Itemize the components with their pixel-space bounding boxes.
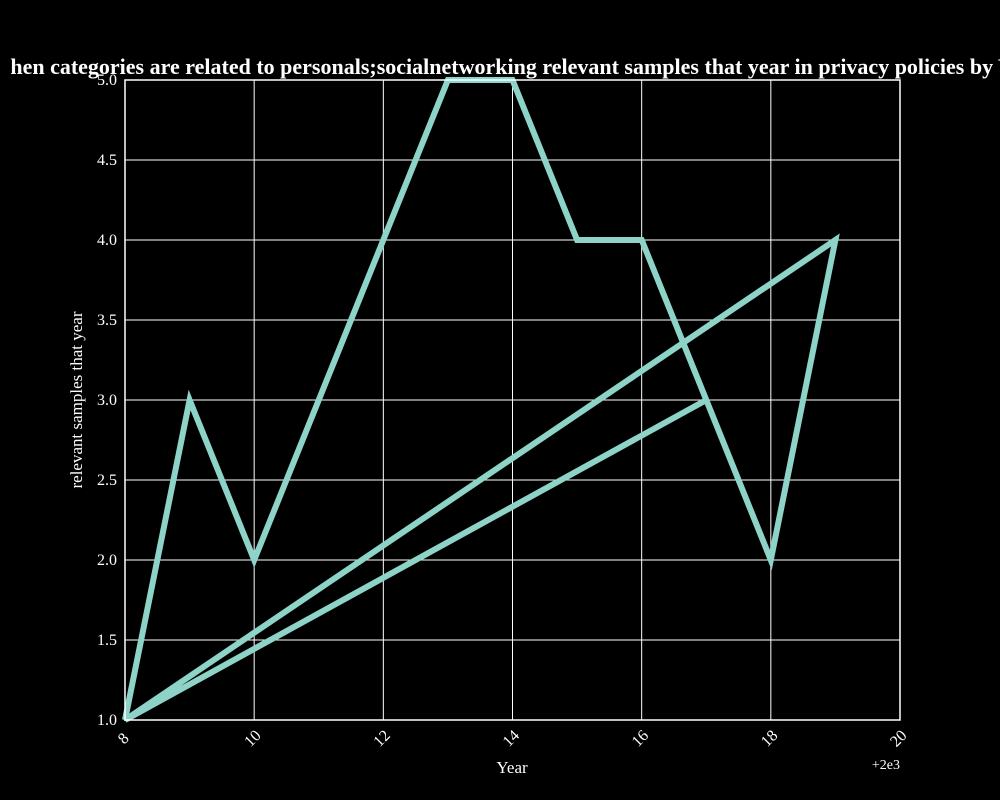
y-tick-label: 1.0 (97, 712, 117, 729)
y-tick-label: 3.0 (97, 392, 117, 409)
data-point (576, 239, 579, 241)
x-tick-label: 18 (758, 727, 781, 750)
y-tick-label: 2.5 (97, 472, 117, 489)
y-tick-label: 3.5 (97, 312, 117, 329)
x-tick-label: 14 (500, 727, 523, 750)
y-tick-label: 4.5 (97, 152, 117, 169)
x-tick-label: 12 (370, 727, 393, 750)
y-tick-label: 1.5 (97, 632, 117, 649)
y-axis-label: relevant samples that year (67, 311, 86, 488)
data-point (834, 239, 837, 241)
x-tick-label: 8 (115, 730, 133, 748)
data-point (769, 559, 772, 561)
data-point (253, 559, 256, 561)
data-point (382, 239, 385, 241)
y-tick-label: 5.0 (97, 72, 117, 89)
data-point (705, 399, 708, 401)
y-tick-label: 4.0 (97, 232, 117, 249)
plot-frame (124, 79, 901, 721)
data-point (640, 239, 643, 241)
x-tick-label: 16 (629, 727, 652, 750)
data-point (188, 399, 191, 401)
x-ticks: 8 10 12 14 16 18 20 (115, 727, 911, 750)
y-ticks: 1.0 1.5 2.0 2.5 3.0 3.5 4.0 4.5 5.0 (97, 72, 117, 729)
x-offset-label: +2e3 (872, 758, 900, 773)
x-axis-label: Year (496, 758, 528, 777)
y-tick-label: 2.0 (97, 552, 117, 569)
x-tick-label: 10 (241, 727, 264, 750)
x-tick-label: 20 (887, 727, 910, 750)
chart-title: hen categories are related to personals;… (10, 54, 1000, 79)
